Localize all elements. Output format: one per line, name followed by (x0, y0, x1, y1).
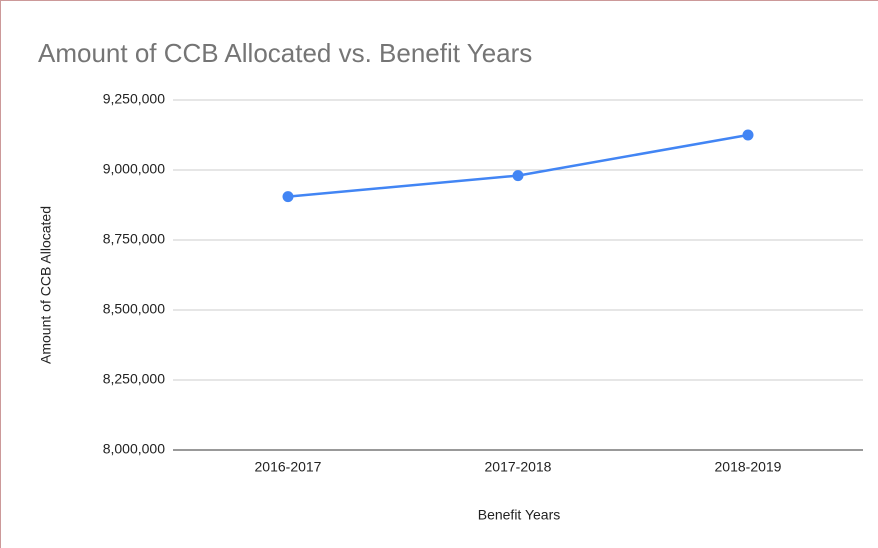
y-tick-label: 9,250,000 (103, 91, 165, 107)
point (512, 170, 524, 182)
y-tick-label: 8,250,000 (103, 371, 165, 387)
point (742, 129, 754, 141)
chart-title: Amount of CCB Allocated vs. Benefit Year… (38, 38, 532, 68)
x-axis-label: Benefit Years (478, 507, 561, 523)
y-tick-label: 9,000,000 (103, 161, 165, 177)
point (282, 191, 294, 203)
x-tick-label: 2017-2018 (485, 459, 552, 475)
y-axis-label: Amount of CCB Allocated (38, 206, 54, 364)
x-tick-label: 2016-2017 (255, 459, 322, 475)
y-tick-label: 8,500,000 (103, 301, 165, 317)
x-tick-label: 2018-2019 (715, 459, 782, 475)
line (287, 133, 749, 198)
y-tick-label: 8,750,000 (103, 231, 165, 247)
y-tick-label: 8,000,000 (103, 441, 165, 457)
